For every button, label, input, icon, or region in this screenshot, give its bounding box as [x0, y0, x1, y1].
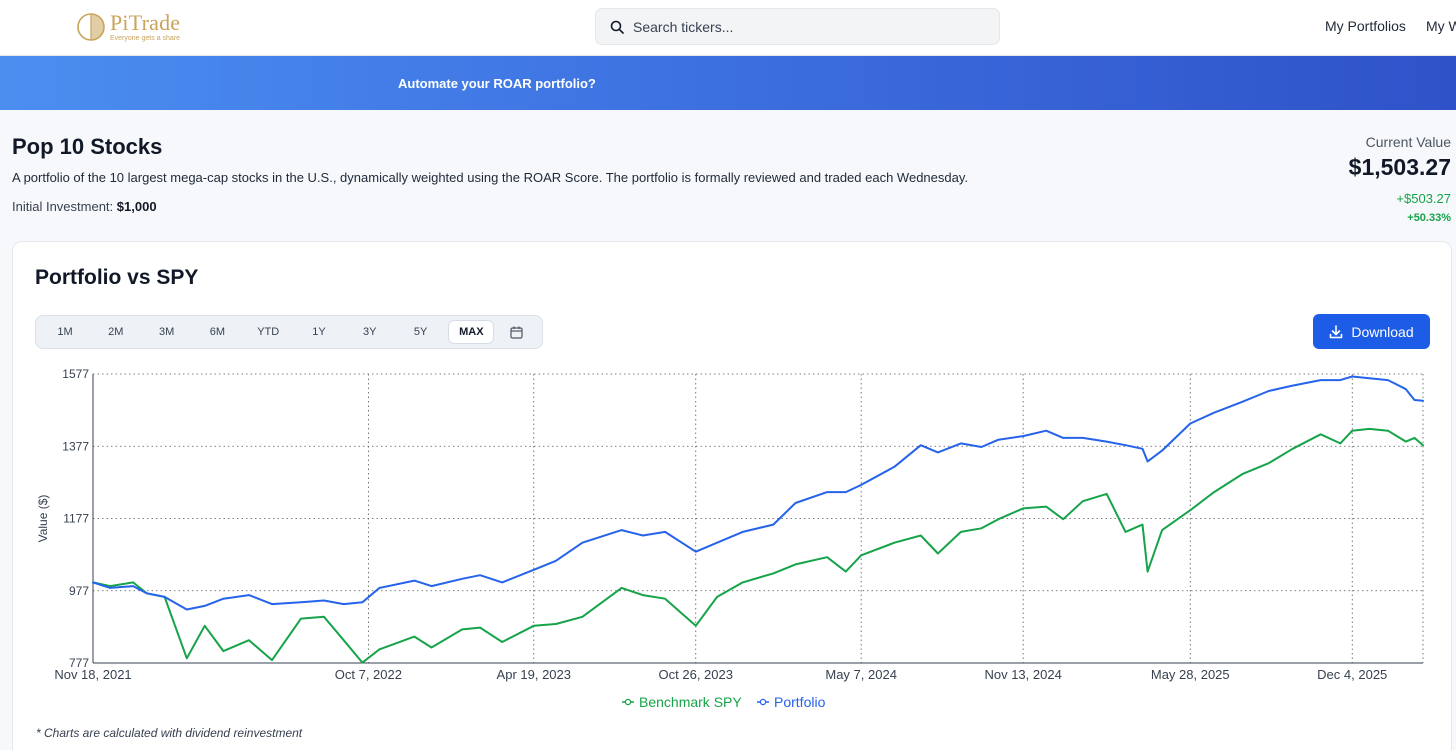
search-icon: [610, 20, 624, 34]
download-label: Download: [1351, 323, 1414, 340]
automation-banner[interactable]: Automate your ROAR portfolio?: [0, 56, 1456, 110]
range-ytd[interactable]: YTD: [245, 320, 291, 344]
banner-text[interactable]: Automate your ROAR portfolio?: [398, 76, 596, 91]
search-input[interactable]: [633, 18, 973, 35]
initial-investment: Initial Investment: $1,000: [12, 199, 157, 214]
brand-tagline: Everyone gets a share: [110, 35, 181, 42]
nav-my-portfolios[interactable]: My Portfolios: [1325, 18, 1406, 34]
portfolio-description: A portfolio of the 10 largest mega-cap s…: [12, 170, 968, 185]
calendar-icon[interactable]: [499, 320, 533, 344]
initial-investment-value: $1,000: [116, 199, 157, 214]
range-max[interactable]: MAX: [448, 320, 495, 344]
initial-investment-label: Initial Investment:: [12, 199, 114, 214]
current-value: $1,503.27: [1348, 154, 1451, 180]
portfolio-title: Pop 10 Stocks: [12, 134, 163, 159]
brand-logo[interactable]: PiTrade Everyone gets a share: [76, 10, 180, 44]
download-button[interactable]: Download: [1313, 314, 1430, 349]
value-change: +$503.27: [1396, 191, 1451, 206]
top-navigation: PiTrade Everyone gets a share My Portfol…: [0, 0, 1456, 56]
nav-my-watchlist[interactable]: My W: [1426, 18, 1456, 34]
performance-card: Portfolio vs SPY 1M 2M 3M 6M YTD 1Y 3Y 5…: [12, 241, 1452, 750]
range-1y[interactable]: 1Y: [296, 320, 342, 344]
chart-card-title: Portfolio vs SPY: [35, 266, 199, 289]
brand-logo-mark: [76, 12, 106, 42]
range-3m[interactable]: 3M: [144, 320, 190, 344]
range-3y[interactable]: 3Y: [347, 320, 393, 344]
current-value-label: Current Value: [1365, 134, 1451, 150]
value-change-percent: +50.33%: [1407, 212, 1451, 224]
chart-footnote: * Charts are calculated with dividend re…: [36, 726, 303, 740]
ticker-search-box[interactable]: [595, 8, 1000, 45]
range-6m[interactable]: 6M: [194, 320, 240, 344]
range-2m[interactable]: 2M: [93, 320, 139, 344]
range-1m[interactable]: 1M: [42, 320, 88, 344]
range-5y[interactable]: 5Y: [398, 320, 444, 344]
time-range-selector: 1M 2M 3M 6M YTD 1Y 3Y 5Y MAX: [35, 315, 543, 349]
download-icon: [1330, 324, 1343, 338]
brand-name: PiTrade: [110, 10, 181, 35]
